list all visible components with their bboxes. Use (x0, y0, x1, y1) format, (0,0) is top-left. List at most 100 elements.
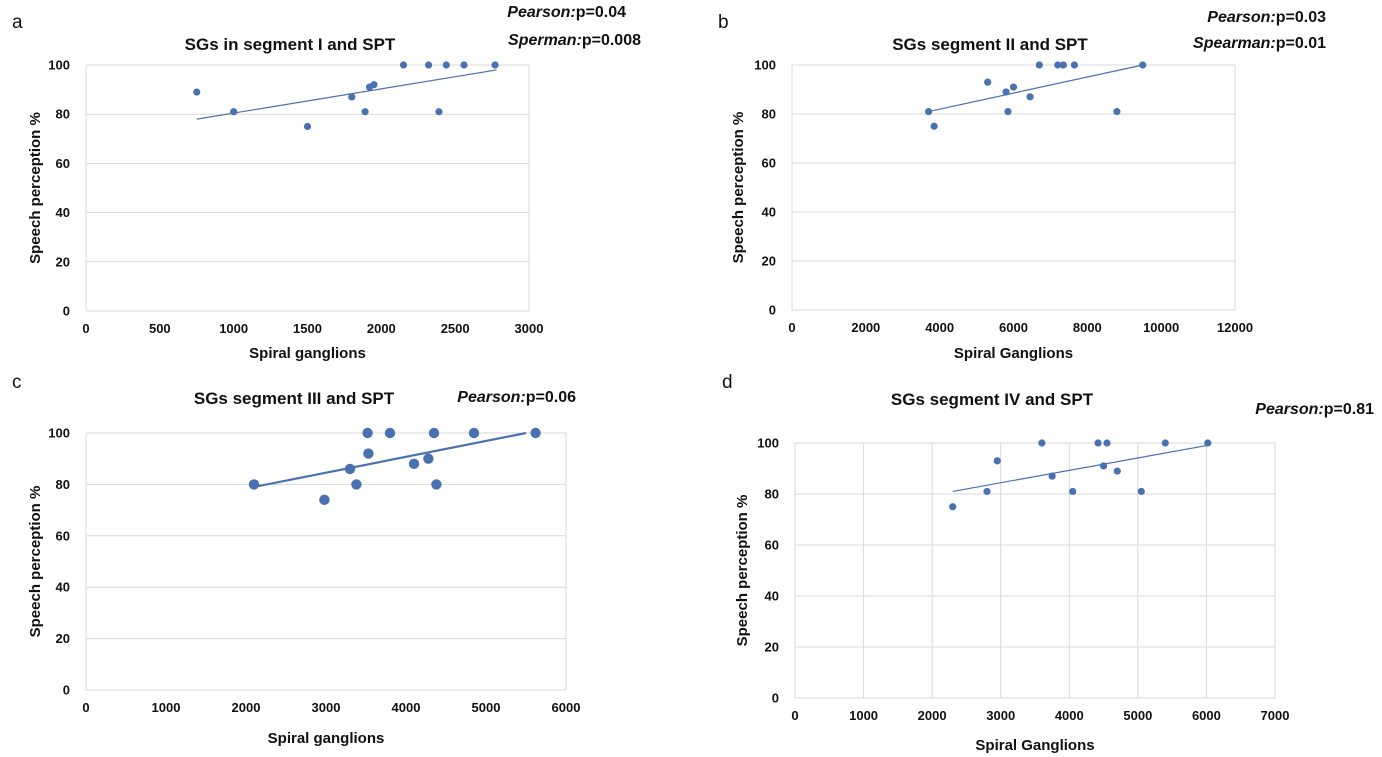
y-tick-label: 20 (56, 631, 70, 646)
x-tick-label: 0 (82, 321, 89, 336)
trendline (253, 431, 527, 489)
panel-letter: c (12, 372, 22, 393)
x-tick-label: 8000 (1073, 320, 1102, 335)
y-axis-label: Speech perception % (27, 112, 44, 264)
stat-name: Sperman: (508, 32, 582, 49)
data-point (993, 457, 1001, 465)
trendline (952, 444, 1207, 493)
x-tick-label: 1000 (849, 708, 878, 723)
y-axis-label: Speech perception % (730, 112, 747, 264)
data-point (423, 453, 434, 464)
y-tick-label: 40 (765, 589, 779, 604)
stat-value: p=0.01 (1276, 35, 1326, 52)
data-point (949, 503, 957, 511)
data-point (1161, 439, 1169, 447)
data-point (370, 81, 378, 89)
x-tick-label: 2000 (232, 700, 261, 715)
data-point (344, 463, 356, 475)
data-point (424, 61, 433, 69)
plot-area (791, 64, 1236, 311)
x-tick-label: 0 (791, 708, 798, 723)
stat-name: Pearson: (457, 389, 525, 406)
stat-value: p=0.06 (526, 389, 576, 406)
data-point (363, 448, 374, 459)
x-tick-label: 3000 (312, 700, 341, 715)
x-axis-label: Spiral ganglions (268, 730, 385, 747)
data-point (428, 427, 440, 439)
stat-value: p=0.04 (576, 4, 626, 21)
data-point (1099, 462, 1108, 470)
data-point (1009, 83, 1018, 91)
data-point (442, 61, 450, 69)
x-tick-label: 5000 (472, 700, 501, 715)
data-point (1059, 61, 1067, 69)
x-axis-label: Spiral ganglions (249, 345, 366, 362)
data-point (1103, 439, 1111, 447)
y-tick-label: 20 (762, 254, 776, 269)
trendline (196, 69, 497, 120)
data-point (1139, 61, 1147, 69)
y-tick-label: 100 (48, 426, 70, 441)
y-tick-label: 80 (762, 107, 776, 122)
y-tick-label: 80 (56, 107, 70, 122)
y-tick-label: 20 (56, 254, 70, 269)
data-point (1038, 439, 1046, 447)
x-axis-label: Spiral Ganglions (975, 737, 1094, 754)
data-point (361, 108, 369, 116)
data-point (1069, 487, 1077, 496)
y-tick-label: 80 (56, 477, 70, 492)
data-point (1204, 439, 1212, 447)
data-point (460, 61, 468, 69)
plot-area (794, 442, 1276, 699)
data-point (930, 122, 938, 130)
chart-panel-b: 0 20 40 60 80 100 0 2000 4000 6000 8000 10000 12000 b… (718, 9, 1326, 362)
y-tick-label: 60 (56, 528, 70, 543)
chart-title: SGs segment IV and SPT (891, 390, 1094, 409)
data-point (984, 78, 992, 86)
y-tick-label: 100 (754, 58, 776, 73)
y-tick-label: 40 (56, 205, 70, 220)
y-tick-label: 60 (765, 538, 779, 553)
data-point (1002, 88, 1010, 96)
chart-title: SGs in segment I and SPT (185, 35, 396, 54)
trendline (928, 64, 1143, 113)
x-tick-label: 4000 (1055, 708, 1084, 723)
correlation-stat: Spearman:p=0.01 (1193, 35, 1326, 52)
data-point (1004, 107, 1012, 116)
x-tick-label: 7000 (1261, 708, 1290, 723)
correlation-stat: Pearson:p=0.06 (457, 389, 576, 406)
y-tick-label: 0 (769, 303, 776, 318)
y-tick-label: 0 (63, 304, 70, 319)
stat-name: Pearson: (1255, 401, 1323, 418)
x-tick-label: 1500 (293, 321, 322, 336)
stat-name: Spearman: (1193, 35, 1276, 52)
stat-value: p=0.008 (582, 32, 641, 49)
data-point (1035, 61, 1043, 69)
data-point (1054, 61, 1062, 69)
data-point (1048, 472, 1056, 480)
stat-value: p=0.81 (1324, 401, 1374, 418)
data-point (924, 107, 933, 116)
y-tick-label: 0 (63, 683, 70, 698)
data-point (468, 427, 480, 439)
x-tick-label: 2000 (851, 320, 880, 335)
plot-area (85, 432, 567, 691)
y-tick-label: 60 (762, 156, 776, 171)
x-tick-label: 6000 (1192, 708, 1221, 723)
correlation-stat: Sperman:p=0.008 (508, 32, 641, 49)
data-point (1026, 93, 1034, 101)
data-point (248, 479, 260, 490)
data-point (1094, 439, 1102, 447)
y-tick-label: 20 (765, 640, 779, 655)
chart-title: SGs segment II and SPT (892, 35, 1088, 54)
data-point (491, 61, 499, 69)
x-tick-label: 6000 (552, 700, 581, 715)
correlation-stat: Pearson:p=0.03 (1207, 9, 1326, 26)
x-tick-label: 3000 (515, 321, 544, 336)
data-point (408, 458, 420, 470)
y-axis-label: Speech perception % (27, 486, 44, 638)
y-tick-label: 40 (56, 580, 70, 595)
x-tick-label: 4000 (392, 700, 421, 715)
